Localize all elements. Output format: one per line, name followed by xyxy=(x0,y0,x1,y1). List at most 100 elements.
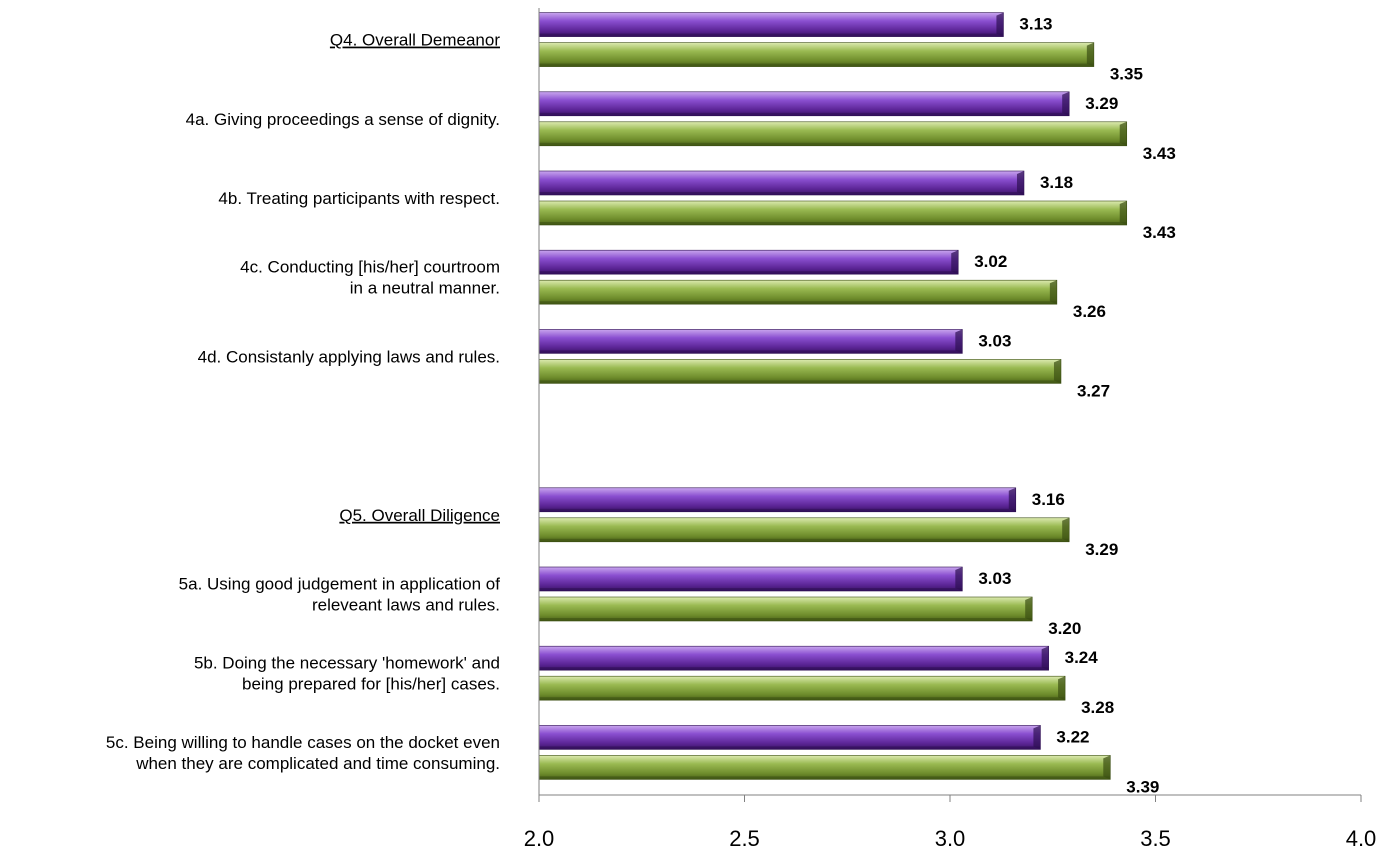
bar-purple xyxy=(538,725,1041,750)
bar-bevel-end xyxy=(1008,487,1016,512)
category-label: 4a. Giving proceedings a sense of dignit… xyxy=(186,110,500,129)
bar-body xyxy=(539,121,1127,146)
bar-body xyxy=(539,280,1057,305)
bar-bevel-bottom xyxy=(539,746,1041,750)
category-label: being prepared for [his/her] cases. xyxy=(242,675,500,694)
bar-green xyxy=(538,42,1095,67)
x-tick-label: 2.0 xyxy=(524,826,555,851)
bar-bevel-bottom xyxy=(539,588,963,591)
bar-bevel-bottom xyxy=(539,192,1024,195)
category-label: 4b. Treating participants with respect. xyxy=(218,189,500,208)
bar-body xyxy=(539,646,1049,671)
category-label: 4c. Conducting [his/her] courtroom xyxy=(240,258,500,277)
bar-body xyxy=(539,487,1016,512)
bar-bevel-end xyxy=(951,250,959,275)
bar-bevel-end xyxy=(996,12,1004,37)
bar-bevel-bottom xyxy=(539,142,1127,146)
category-label: 5c. Being willing to handle cases on the… xyxy=(106,733,500,752)
category-label: releveant laws and rules. xyxy=(312,596,500,615)
bar-bevel-bottom xyxy=(539,667,1049,671)
bar-bevel-end xyxy=(1058,676,1066,701)
data-label: 3.03 xyxy=(978,331,1011,350)
bar-bevel-bottom xyxy=(539,63,1094,67)
x-tick-label: 4.0 xyxy=(1346,826,1377,851)
category-label: 5b. Doing the necessary 'homework' and xyxy=(194,654,500,673)
data-label: 3.39 xyxy=(1126,777,1159,796)
bar-body xyxy=(539,250,959,275)
bar-purple xyxy=(538,170,1025,196)
bar-body xyxy=(539,517,1070,542)
bar-bevel-bottom xyxy=(539,222,1127,225)
data-label: 3.20 xyxy=(1048,619,1081,638)
data-label: 3.26 xyxy=(1073,302,1106,321)
bar-body xyxy=(539,359,1061,384)
bar-bevel-end xyxy=(1062,91,1070,116)
data-label: 3.24 xyxy=(1065,648,1099,667)
bar-bevel-end xyxy=(1016,171,1024,195)
bar-bevel-bottom xyxy=(539,380,1061,384)
bar-body xyxy=(539,676,1066,701)
data-label: 3.02 xyxy=(974,252,1007,271)
bar-bevel-end xyxy=(1053,359,1061,384)
bar-bevel-end xyxy=(1119,201,1127,225)
category-labels: Q4. Overall Demeanor 4a. Giving proceedin… xyxy=(106,31,500,773)
bar-green xyxy=(538,121,1128,147)
bar-purple xyxy=(538,249,959,275)
bar-bevel-bottom xyxy=(539,697,1066,701)
bar-green xyxy=(538,279,1058,305)
data-label: 3.43 xyxy=(1143,144,1176,163)
data-label: 3.29 xyxy=(1085,540,1118,559)
bar-green xyxy=(538,517,1070,543)
data-label: 3.27 xyxy=(1077,381,1110,400)
bar-purple xyxy=(538,645,1049,671)
category-label: Q5. Overall Diligence xyxy=(339,506,500,525)
data-label: 3.35 xyxy=(1110,65,1143,84)
bar-green xyxy=(538,596,1033,622)
data-label: 3.43 xyxy=(1143,223,1176,242)
data-label: 3.13 xyxy=(1019,15,1052,34)
category-label: in a neutral manner. xyxy=(350,279,500,298)
bar-green xyxy=(538,755,1111,780)
bar-body xyxy=(539,201,1127,225)
bar-bevel-end xyxy=(1119,121,1127,146)
x-tick-label: 2.5 xyxy=(729,826,760,851)
data-label: 3.16 xyxy=(1032,490,1065,509)
bar-body xyxy=(539,329,963,354)
bar-body xyxy=(539,12,1004,37)
bar-body xyxy=(539,91,1070,116)
x-tick-label: 3.0 xyxy=(935,826,966,851)
bar-bevel-end xyxy=(955,329,963,354)
bar-bevel-bottom xyxy=(539,618,1033,621)
bar-bevel-end xyxy=(955,567,963,591)
bar-bevel-end xyxy=(1025,597,1033,621)
bar-body xyxy=(539,42,1094,67)
data-label: 3.03 xyxy=(978,569,1011,588)
x-axis: 2.0 2.5 3.0 3.5 4.0 xyxy=(524,8,1377,851)
bar-body xyxy=(539,567,963,591)
category-label: 5a. Using good judgement in application … xyxy=(179,575,501,594)
bars: 3.13 3.35 3.29 3.43 3.18 3.43 3.02 3.26 3.03 3.27… xyxy=(538,12,1176,796)
bar-bevel-bottom xyxy=(539,112,1070,116)
bar-purple xyxy=(538,12,1004,37)
bar-purple xyxy=(538,566,963,592)
bar-bevel-bottom xyxy=(539,508,1016,512)
bar-green xyxy=(538,359,1062,384)
bar-body xyxy=(539,725,1041,750)
bar-body xyxy=(539,171,1024,195)
bar-bevel-bottom xyxy=(539,271,959,275)
category-label: when they are complicated and time consu… xyxy=(135,754,500,773)
data-label: 3.29 xyxy=(1085,94,1118,113)
bar-bevel-bottom xyxy=(539,776,1111,780)
bar-bevel-end xyxy=(1041,646,1049,671)
bar-bevel-bottom xyxy=(539,33,1004,37)
data-label: 3.28 xyxy=(1081,698,1114,717)
bar-bevel-bottom xyxy=(539,301,1057,305)
bar-body xyxy=(539,755,1111,780)
bar-green xyxy=(538,675,1066,701)
category-label: Q4. Overall Demeanor xyxy=(330,31,500,50)
bar-bevel-end xyxy=(1033,725,1041,750)
bar-purple xyxy=(538,91,1070,117)
bar-bevel-end xyxy=(1062,517,1070,542)
bar-green xyxy=(538,200,1128,226)
